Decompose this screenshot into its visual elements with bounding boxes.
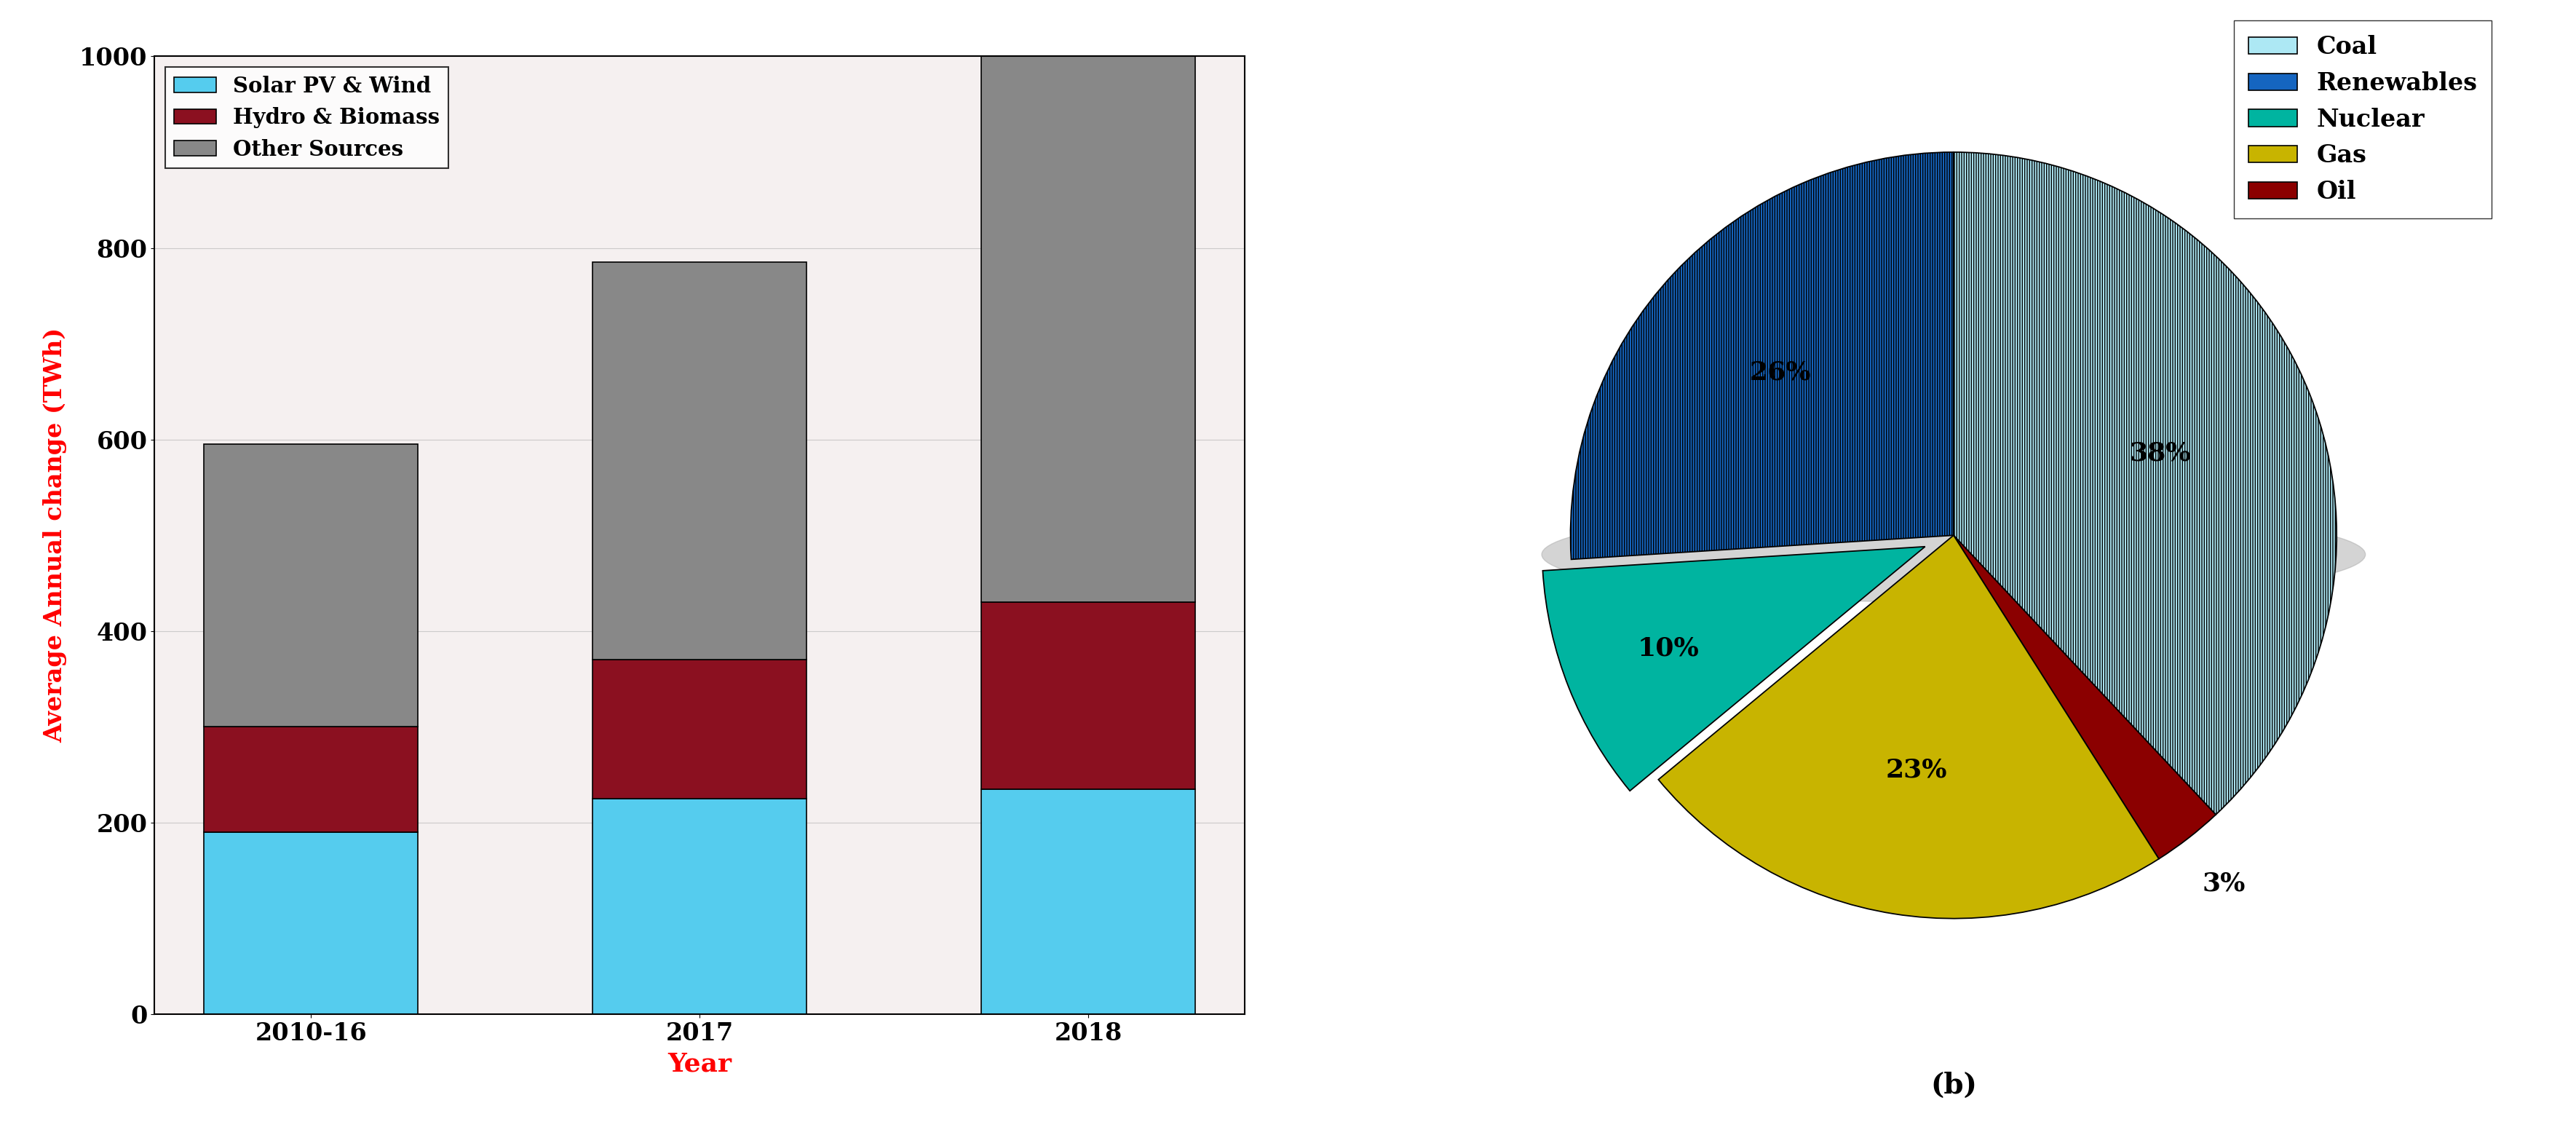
Text: 23%: 23% bbox=[1886, 757, 1947, 782]
Bar bbox=[592, 263, 806, 660]
Ellipse shape bbox=[1540, 507, 2365, 602]
Bar bbox=[981, 602, 1195, 789]
Text: 26%: 26% bbox=[1749, 361, 1811, 385]
Wedge shape bbox=[1953, 535, 2215, 859]
Bar bbox=[592, 660, 806, 799]
Bar bbox=[981, 789, 1195, 1014]
Wedge shape bbox=[1543, 547, 1924, 791]
Bar bbox=[204, 727, 417, 832]
Y-axis label: Average Annual change (TWh): Average Annual change (TWh) bbox=[44, 328, 67, 743]
Text: 3%: 3% bbox=[2202, 871, 2246, 896]
Wedge shape bbox=[1953, 152, 2336, 815]
Bar bbox=[592, 799, 806, 1014]
Wedge shape bbox=[1571, 152, 1953, 559]
X-axis label: Year: Year bbox=[667, 1051, 732, 1076]
Bar bbox=[204, 444, 417, 727]
Wedge shape bbox=[1659, 535, 2159, 919]
Text: 10%: 10% bbox=[1638, 636, 1700, 660]
Legend: Coal, Renewables, Nuclear, Gas, Oil: Coal, Renewables, Nuclear, Gas, Oil bbox=[2233, 20, 2491, 219]
Bar bbox=[204, 832, 417, 1014]
Text: (b): (b) bbox=[1929, 1072, 1976, 1100]
Legend: Solar PV & Wind, Hydro & Biomass, Other Sources: Solar PV & Wind, Hydro & Biomass, Other … bbox=[165, 66, 448, 169]
Text: 38%: 38% bbox=[2130, 441, 2192, 465]
Bar bbox=[981, 56, 1195, 602]
